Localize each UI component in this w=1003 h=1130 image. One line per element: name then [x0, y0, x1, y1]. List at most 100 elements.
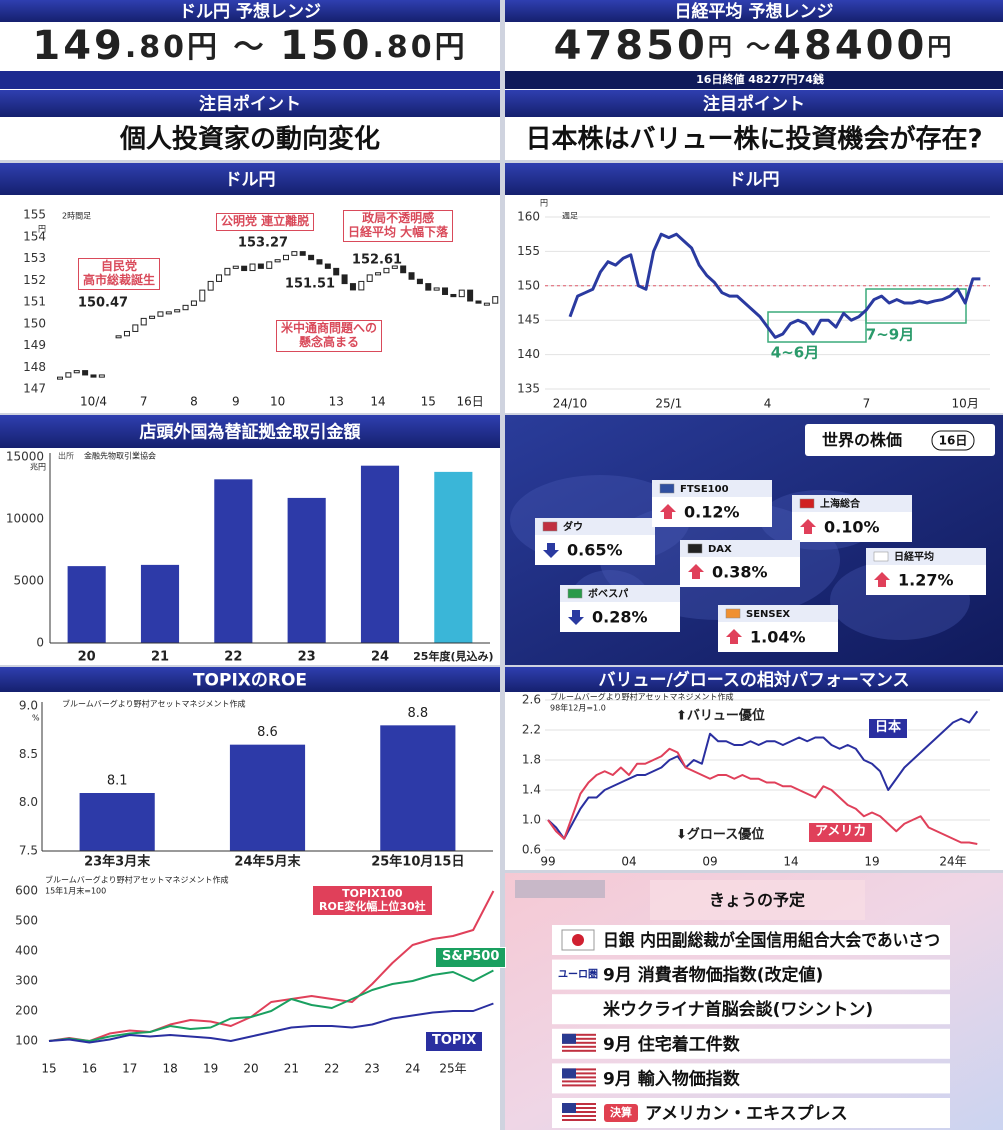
x-tick-label: 24	[371, 650, 389, 665]
flag-us-stripe	[562, 1049, 596, 1052]
item-name: FTSE100	[680, 484, 729, 495]
y-tick-label: 8.0	[19, 795, 38, 809]
annotation: 153.27	[238, 236, 288, 251]
x-tick-label: 10/4	[80, 395, 107, 409]
title-band	[650, 880, 865, 920]
badge	[604, 1104, 638, 1122]
header-bar	[505, 90, 1003, 117]
y-tick-label: 150	[23, 316, 46, 330]
arrow	[726, 629, 742, 644]
header-bar	[0, 0, 500, 22]
data-label: 8.1	[107, 774, 128, 789]
point-text: 日本株はバリュー株に投資機会が存在?	[525, 124, 982, 155]
item-header	[718, 605, 838, 622]
x-tick-label: 14	[370, 395, 385, 409]
annotation: ブルームバーグより野村アセットマネジメント作成	[62, 699, 245, 709]
item-value: 0.28%	[592, 608, 648, 627]
x-tick-label: 10月	[952, 397, 979, 411]
annotation: 150.47	[78, 296, 128, 311]
flag	[542, 521, 558, 532]
y-tick-label: 10000	[6, 512, 44, 526]
y-tick-label: 0.6	[522, 843, 541, 857]
schedule-title: きょうの予定	[709, 891, 805, 910]
bar	[360, 465, 400, 643]
x-tick-label: 15	[41, 1062, 56, 1076]
annotation: 兆円	[30, 462, 46, 472]
range-part: 149	[32, 23, 125, 69]
range-part: 47850	[554, 23, 708, 69]
y-tick-label: 151	[23, 295, 46, 309]
range-part: ～	[220, 30, 280, 65]
x-tick-label: 23	[298, 650, 316, 665]
x-tick-label: 16	[82, 1062, 97, 1076]
x-tick-label: 25/1	[655, 397, 682, 411]
x-tick-label: 20	[78, 650, 96, 665]
x-tick-label: 15	[421, 395, 436, 409]
candle	[475, 300, 482, 304]
schedule-text: 米ウクライナ首脳会談(ワシントン)	[603, 999, 873, 1020]
annotation-box: 米中通商問題への 懸念高まる	[276, 320, 383, 352]
flag	[725, 608, 741, 619]
x-tick-label: 7	[863, 397, 871, 411]
x-tick-label: 19	[864, 855, 879, 869]
candle	[316, 259, 323, 265]
x-tick-label: 23	[365, 1062, 380, 1076]
candle	[308, 254, 315, 261]
schedule-text: 9月 消費者物価指数(改定値)	[603, 965, 823, 986]
flag-us-stripe	[562, 1107, 596, 1109]
series-label: TOPIX100 ROE変化幅上位30社	[312, 885, 433, 917]
candle	[349, 283, 356, 291]
flag-us-stripe	[562, 1037, 596, 1040]
bar	[79, 793, 155, 851]
candle	[232, 265, 239, 269]
annotation: 円	[38, 225, 46, 234]
header-bar	[505, 667, 1003, 692]
candle	[291, 251, 298, 256]
arrow	[660, 504, 676, 519]
date-badge	[931, 430, 975, 451]
header-title: TOPIXのROE	[193, 671, 307, 691]
x-tick-label: 09	[702, 855, 717, 869]
candle	[182, 304, 189, 311]
header-bar	[0, 163, 500, 195]
y-tick-label: 15000	[6, 450, 44, 464]
item-name: SENSEX	[746, 609, 790, 620]
x-tick-label: 4	[764, 397, 772, 411]
annotation: 2時間足	[62, 212, 91, 221]
candle	[416, 278, 423, 285]
flag	[799, 498, 815, 509]
annotation-box: 政局不透明感 日経平均 大幅下落	[343, 210, 454, 242]
item-value: 0.12%	[684, 503, 740, 522]
candle	[358, 280, 365, 291]
bar	[229, 744, 306, 851]
line	[547, 710, 979, 840]
arrow	[800, 519, 816, 534]
x-tick-label: 25年	[439, 1062, 466, 1076]
candle	[341, 274, 348, 285]
header-title: 日経平均 予想レンジ	[675, 1, 834, 22]
candle	[274, 259, 281, 263]
series-label: TOPIX	[425, 1031, 484, 1052]
header-bar	[0, 667, 500, 692]
bar	[380, 725, 456, 851]
x-tick-label: 8	[190, 395, 198, 409]
eu-icon: ユーロ圏	[558, 969, 598, 981]
header-title: 注目ポイント	[703, 94, 805, 115]
annotation: 4~6月	[771, 344, 819, 362]
bar	[287, 497, 326, 643]
y-tick-label: 500	[15, 914, 38, 928]
range-part: ～	[735, 33, 773, 61]
candle	[207, 280, 214, 291]
range-bar	[0, 71, 500, 89]
series-label: 日本	[868, 718, 909, 739]
x-tick-label: 9	[232, 395, 240, 409]
badge-text: 決算	[610, 1105, 632, 1119]
candle	[115, 335, 122, 339]
schedule-row	[552, 1063, 950, 1094]
candle	[408, 272, 415, 280]
x-tick-label: 16日	[456, 395, 483, 409]
candle	[383, 267, 390, 274]
annotation: 円	[540, 199, 548, 208]
x-tick-label: 7	[140, 395, 148, 409]
